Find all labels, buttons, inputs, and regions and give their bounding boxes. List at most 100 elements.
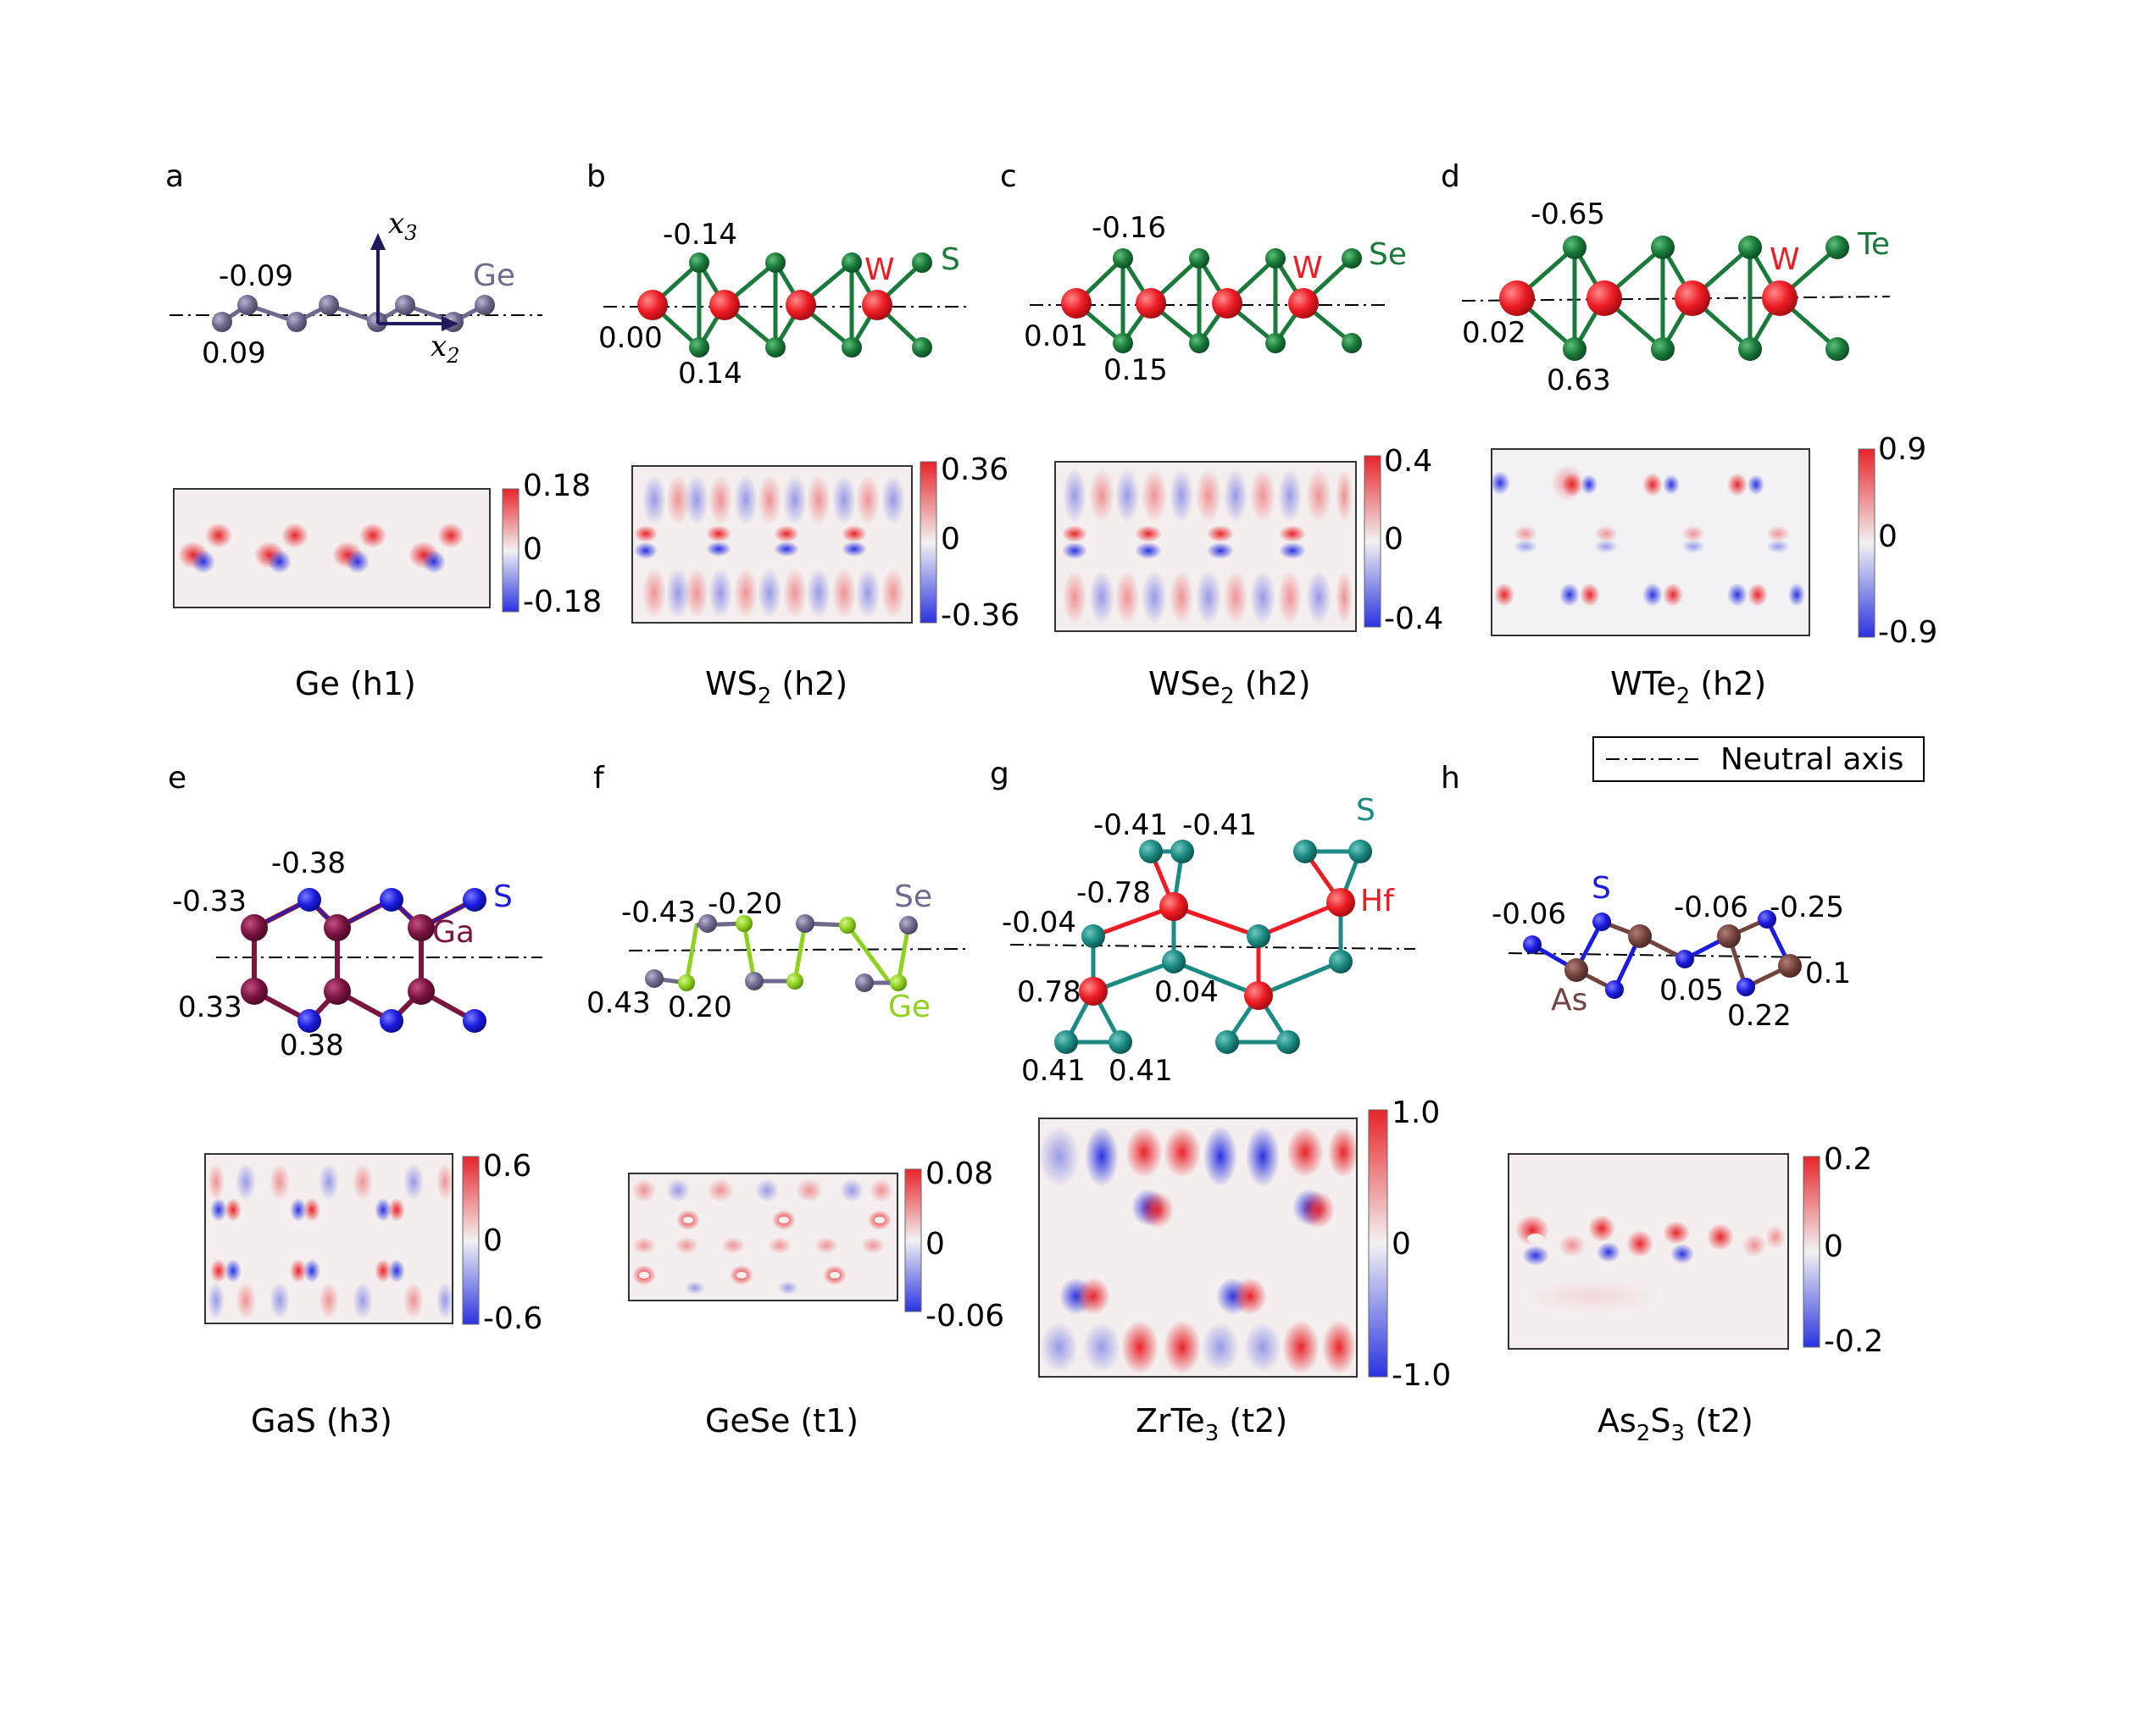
- value-label: 0.1: [1805, 957, 1851, 990]
- atoms: [1523, 910, 1802, 999]
- value-label: -0.78: [1076, 876, 1151, 910]
- panel-a: a x3 x2 Ge -0.09 0.09: [165, 159, 602, 702]
- atoms: [1499, 236, 1849, 361]
- colorbar: [1803, 1156, 1820, 1348]
- panel-caption: WTe2 (h2): [1610, 665, 1766, 709]
- value-label: 0.78: [1017, 975, 1081, 1009]
- panel-caption: WSe2 (h2): [1148, 665, 1311, 709]
- atoms: [1054, 840, 1372, 1054]
- element-label-w: W: [1770, 242, 1800, 277]
- panel-caption: As2S3 (t2): [1598, 1402, 1753, 1446]
- colorbar: [1364, 455, 1381, 628]
- neutral-axis-line: [1009, 944, 1416, 950]
- map-blobs: [178, 523, 464, 574]
- element-label-w: W: [1292, 251, 1323, 286]
- panel-g: g: [990, 757, 1451, 1446]
- value-label: 0.38: [280, 1029, 344, 1062]
- colorbar-tick: -0.9: [1878, 615, 1937, 650]
- colorbar: [1368, 1109, 1388, 1378]
- panel-letter: g: [990, 757, 1009, 791]
- colorbar: [920, 461, 937, 624]
- field-map: [1508, 1153, 1789, 1350]
- element-label-w: W: [864, 252, 895, 287]
- field-map: [173, 488, 491, 608]
- bonds: [653, 921, 911, 985]
- panel-b: b W S -0.14 0.00 0.14: [586, 159, 1020, 709]
- colorbar-tick: 0: [941, 522, 960, 557]
- colorbar-tick: 0.2: [1824, 1142, 1872, 1177]
- element-label-se: Se: [1369, 237, 1407, 272]
- value-label: 0.01: [1024, 319, 1088, 353]
- colorbar-tick: 0.9: [1878, 432, 1926, 467]
- element-label-ga: Ga: [432, 915, 475, 950]
- value-label: -0.06: [1492, 897, 1566, 931]
- atoms: [645, 914, 918, 992]
- colorbar-tick: 0: [1824, 1229, 1843, 1264]
- colorbar: [904, 1168, 922, 1312]
- panel-d: d W Te -0.65 0.02 0.63: [1441, 159, 1937, 709]
- panel-caption: WS2 (h2): [705, 665, 847, 709]
- colorbar-tick: 0.6: [483, 1149, 531, 1184]
- colorbar-tick: 0: [523, 532, 542, 567]
- colorbar-tick: 0.18: [523, 469, 591, 503]
- element-label-s: S: [1356, 793, 1375, 828]
- panel-f: f Se Ge -0.43 -0.20 0.43 0.20: [586, 761, 1004, 1439]
- value-label: 0.15: [1103, 353, 1168, 387]
- colorbar-tick: 0: [1384, 522, 1403, 557]
- colorbar: [1858, 448, 1875, 638]
- element-label-ge: Ge: [888, 990, 931, 1024]
- value-label: -0.14: [663, 218, 737, 252]
- colorbar-tick: 0: [1392, 1227, 1411, 1262]
- panel-caption: Ge (h1): [295, 665, 416, 702]
- value-label: -0.38: [271, 846, 346, 880]
- element-label-as: As: [1551, 983, 1587, 1018]
- element-label-ge: Ge: [473, 258, 515, 293]
- value-label: -0.20: [708, 887, 782, 921]
- colorbar: [462, 1156, 480, 1325]
- panel-letter: b: [586, 159, 606, 194]
- value-label: -0.16: [1092, 211, 1166, 245]
- colorbar-tick: -0.18: [523, 585, 602, 619]
- atoms: [1061, 248, 1362, 353]
- colorbar-tick: 0: [483, 1223, 503, 1258]
- panel-caption: GaS (h3): [251, 1402, 392, 1439]
- value-label: 0.22: [1727, 999, 1792, 1033]
- field-map: [1054, 461, 1357, 632]
- panel-caption: GeSe (t1): [705, 1402, 859, 1439]
- neutral-axis-line: [628, 948, 967, 951]
- value-label: -0.41: [1093, 808, 1168, 842]
- coordinate-arrows: [370, 233, 458, 331]
- panel-letter: c: [1000, 159, 1017, 194]
- value-label: 0.02: [1462, 316, 1526, 350]
- colorbar-tick: -0.2: [1824, 1324, 1883, 1359]
- field-map: [1490, 448, 1810, 636]
- value-label: 0.41: [1021, 1054, 1086, 1088]
- element-label-te: Te: [1857, 227, 1890, 262]
- colorbar-tick: 0: [1878, 519, 1898, 554]
- panel-h: h S As -0.06: [1441, 761, 1883, 1446]
- value-label: -0.33: [172, 885, 247, 918]
- colorbar-tick: -0.6: [483, 1301, 542, 1336]
- field-map: [1038, 1118, 1359, 1378]
- panel-caption: ZrTe3 (t2): [1136, 1402, 1287, 1446]
- value-label: -0.43: [621, 896, 696, 929]
- colorbar-tick: -0.36: [941, 598, 1020, 633]
- value-label: -0.25: [1770, 890, 1844, 924]
- element-label-hf: Hf: [1360, 884, 1395, 918]
- colorbar-tick: -1.0: [1392, 1358, 1451, 1393]
- value-label: -0.04: [1002, 906, 1076, 940]
- colorbar-tick: 0: [925, 1227, 945, 1262]
- panel-letter: h: [1441, 761, 1460, 796]
- value-label: 0.04: [1154, 975, 1219, 1009]
- atoms: [241, 888, 486, 1033]
- value-label: 0.63: [1547, 363, 1611, 397]
- x3-label: x3: [388, 207, 417, 245]
- colorbar-tick: 0.4: [1384, 444, 1432, 479]
- colorbar-tick: 0.08: [925, 1156, 993, 1191]
- colorbar-tick: -0.4: [1384, 602, 1443, 636]
- value-label: 0.09: [202, 336, 266, 370]
- element-label-se: Se: [894, 879, 932, 914]
- field-map: [628, 1173, 898, 1301]
- atoms: [637, 252, 932, 358]
- colorbar: [502, 488, 520, 613]
